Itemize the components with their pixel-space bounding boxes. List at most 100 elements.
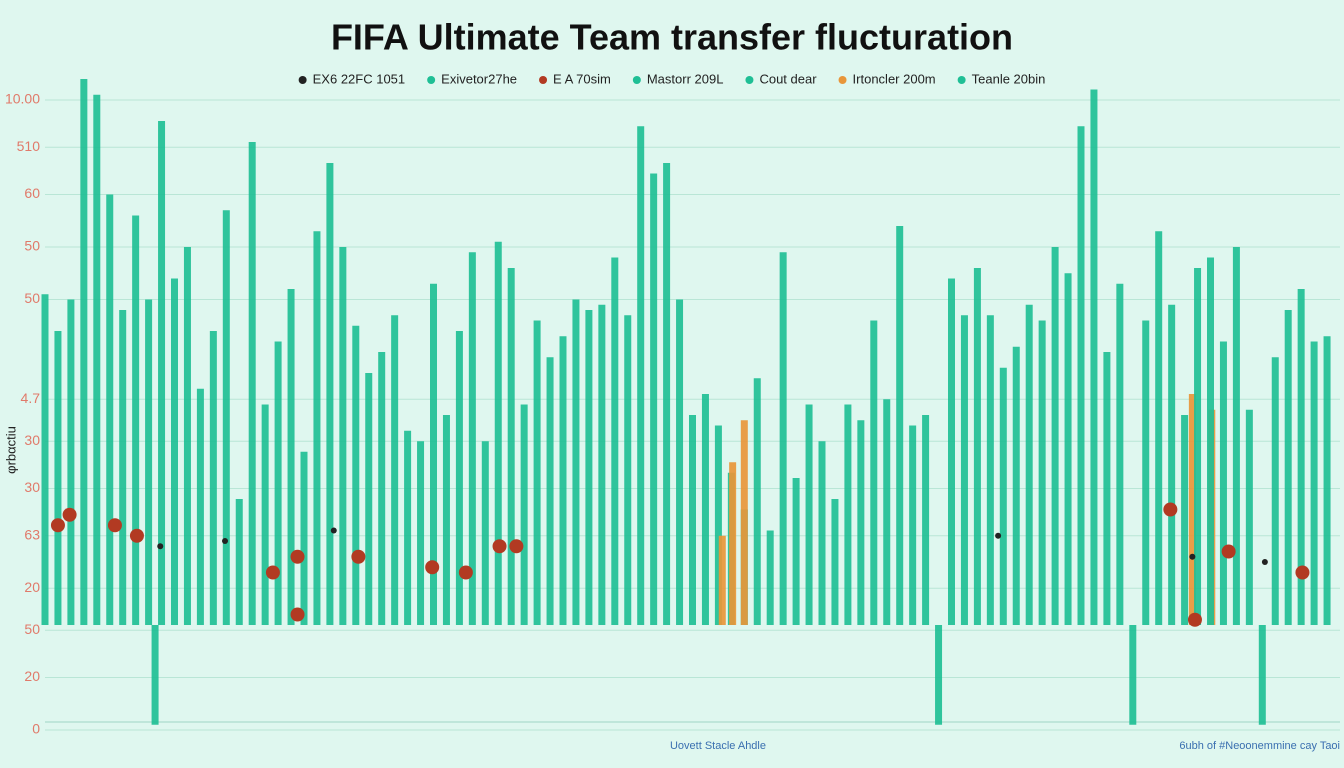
y-tick-label: 50 bbox=[24, 238, 40, 254]
bar bbox=[1129, 625, 1137, 725]
bar bbox=[339, 247, 347, 625]
bar bbox=[1258, 625, 1266, 725]
bar bbox=[909, 425, 917, 625]
dot bbox=[351, 549, 366, 564]
bar bbox=[844, 404, 852, 625]
bar bbox=[391, 315, 399, 625]
bar bbox=[1219, 341, 1227, 625]
bar bbox=[1155, 231, 1163, 625]
bar bbox=[883, 399, 891, 625]
bar bbox=[870, 320, 878, 625]
bar bbox=[1103, 352, 1111, 625]
bar bbox=[119, 310, 127, 625]
bar bbox=[481, 441, 489, 625]
bar bbox=[1012, 346, 1020, 625]
legend-item: Mastorr 209L bbox=[632, 71, 724, 86]
legend: EX6 22FC 1051 Exivetor27he E A 70sim Mastor… bbox=[298, 71, 1046, 86]
bar bbox=[999, 367, 1007, 625]
bar bbox=[274, 341, 282, 625]
bar bbox=[1116, 283, 1124, 625]
bar bbox=[805, 404, 813, 625]
bar bbox=[935, 625, 943, 725]
bar bbox=[766, 530, 774, 625]
legend-label: Teanle 20bin bbox=[972, 71, 1046, 86]
legend-label: E A 70sim bbox=[553, 71, 611, 86]
bar bbox=[1090, 89, 1098, 625]
y-tick-label: 60 bbox=[24, 185, 40, 201]
bar bbox=[1025, 304, 1033, 625]
dot bbox=[1295, 565, 1310, 580]
y-tick-label: 30 bbox=[24, 479, 40, 495]
bar bbox=[248, 142, 256, 625]
bar bbox=[986, 315, 994, 625]
bar bbox=[611, 257, 619, 625]
bar bbox=[650, 173, 658, 625]
dot bbox=[62, 507, 77, 522]
bar bbox=[54, 331, 62, 625]
bar bbox=[352, 325, 360, 625]
bar bbox=[663, 163, 671, 625]
bar bbox=[80, 79, 88, 625]
bar bbox=[106, 194, 114, 625]
bar bbox=[1064, 273, 1072, 625]
bar bbox=[689, 415, 696, 625]
dot bbox=[157, 543, 164, 550]
bar bbox=[818, 441, 826, 625]
annotation: 6ubh of #Neoonemmine cay Taoi bbox=[1179, 740, 1340, 752]
bar bbox=[572, 299, 580, 625]
bar bbox=[973, 268, 981, 625]
legend-swatch bbox=[427, 76, 436, 84]
legend-label: Irtoncler 200m bbox=[853, 71, 936, 86]
legend-item: Teanle 20bin bbox=[957, 71, 1046, 86]
bar bbox=[151, 625, 159, 725]
bar bbox=[740, 420, 748, 625]
y-tick-label: 50 bbox=[24, 290, 40, 306]
dot bbox=[995, 532, 1002, 539]
dot bbox=[425, 560, 440, 575]
bar bbox=[831, 499, 839, 625]
dot bbox=[107, 518, 122, 533]
bar bbox=[637, 126, 645, 625]
dot bbox=[330, 527, 337, 534]
y-tick-label: 20 bbox=[24, 668, 40, 684]
bar bbox=[93, 94, 101, 625]
bar bbox=[417, 441, 425, 625]
bar bbox=[1038, 320, 1046, 625]
y-tick-label: 510 bbox=[17, 138, 41, 154]
y-tick-label: 50 bbox=[24, 621, 40, 637]
bar bbox=[507, 268, 515, 625]
dot bbox=[1187, 612, 1202, 627]
dot bbox=[1221, 544, 1236, 559]
y-tick-label: 4.7 bbox=[21, 390, 41, 406]
bar bbox=[714, 425, 722, 625]
bar bbox=[676, 299, 684, 625]
bar bbox=[792, 478, 800, 625]
bar bbox=[779, 252, 787, 625]
dot bbox=[1163, 502, 1178, 517]
dot bbox=[492, 539, 507, 554]
legend-item: Irtoncler 200m bbox=[838, 71, 936, 86]
bar bbox=[948, 278, 955, 625]
bar bbox=[365, 373, 373, 625]
legend-label: Mastorr 209L bbox=[647, 71, 724, 86]
legend-item: Cout dear bbox=[745, 71, 817, 86]
dot bbox=[290, 607, 305, 622]
dot bbox=[265, 565, 280, 580]
bar bbox=[158, 121, 166, 625]
bar bbox=[1142, 320, 1150, 625]
bar bbox=[701, 394, 709, 625]
legend-swatch bbox=[632, 76, 641, 84]
bar bbox=[624, 315, 632, 625]
bar bbox=[559, 336, 567, 625]
dot bbox=[1189, 553, 1196, 560]
legend-item: Exivetor27he bbox=[427, 71, 517, 86]
legend-label: Exivetor27he bbox=[441, 71, 517, 86]
bar bbox=[1051, 247, 1059, 625]
y-tick-label: 10.00 bbox=[5, 91, 40, 107]
dot bbox=[50, 518, 65, 533]
bar bbox=[1188, 394, 1196, 625]
bar bbox=[41, 294, 49, 625]
bar bbox=[430, 283, 437, 625]
bar bbox=[261, 404, 269, 625]
bar bbox=[598, 304, 606, 625]
